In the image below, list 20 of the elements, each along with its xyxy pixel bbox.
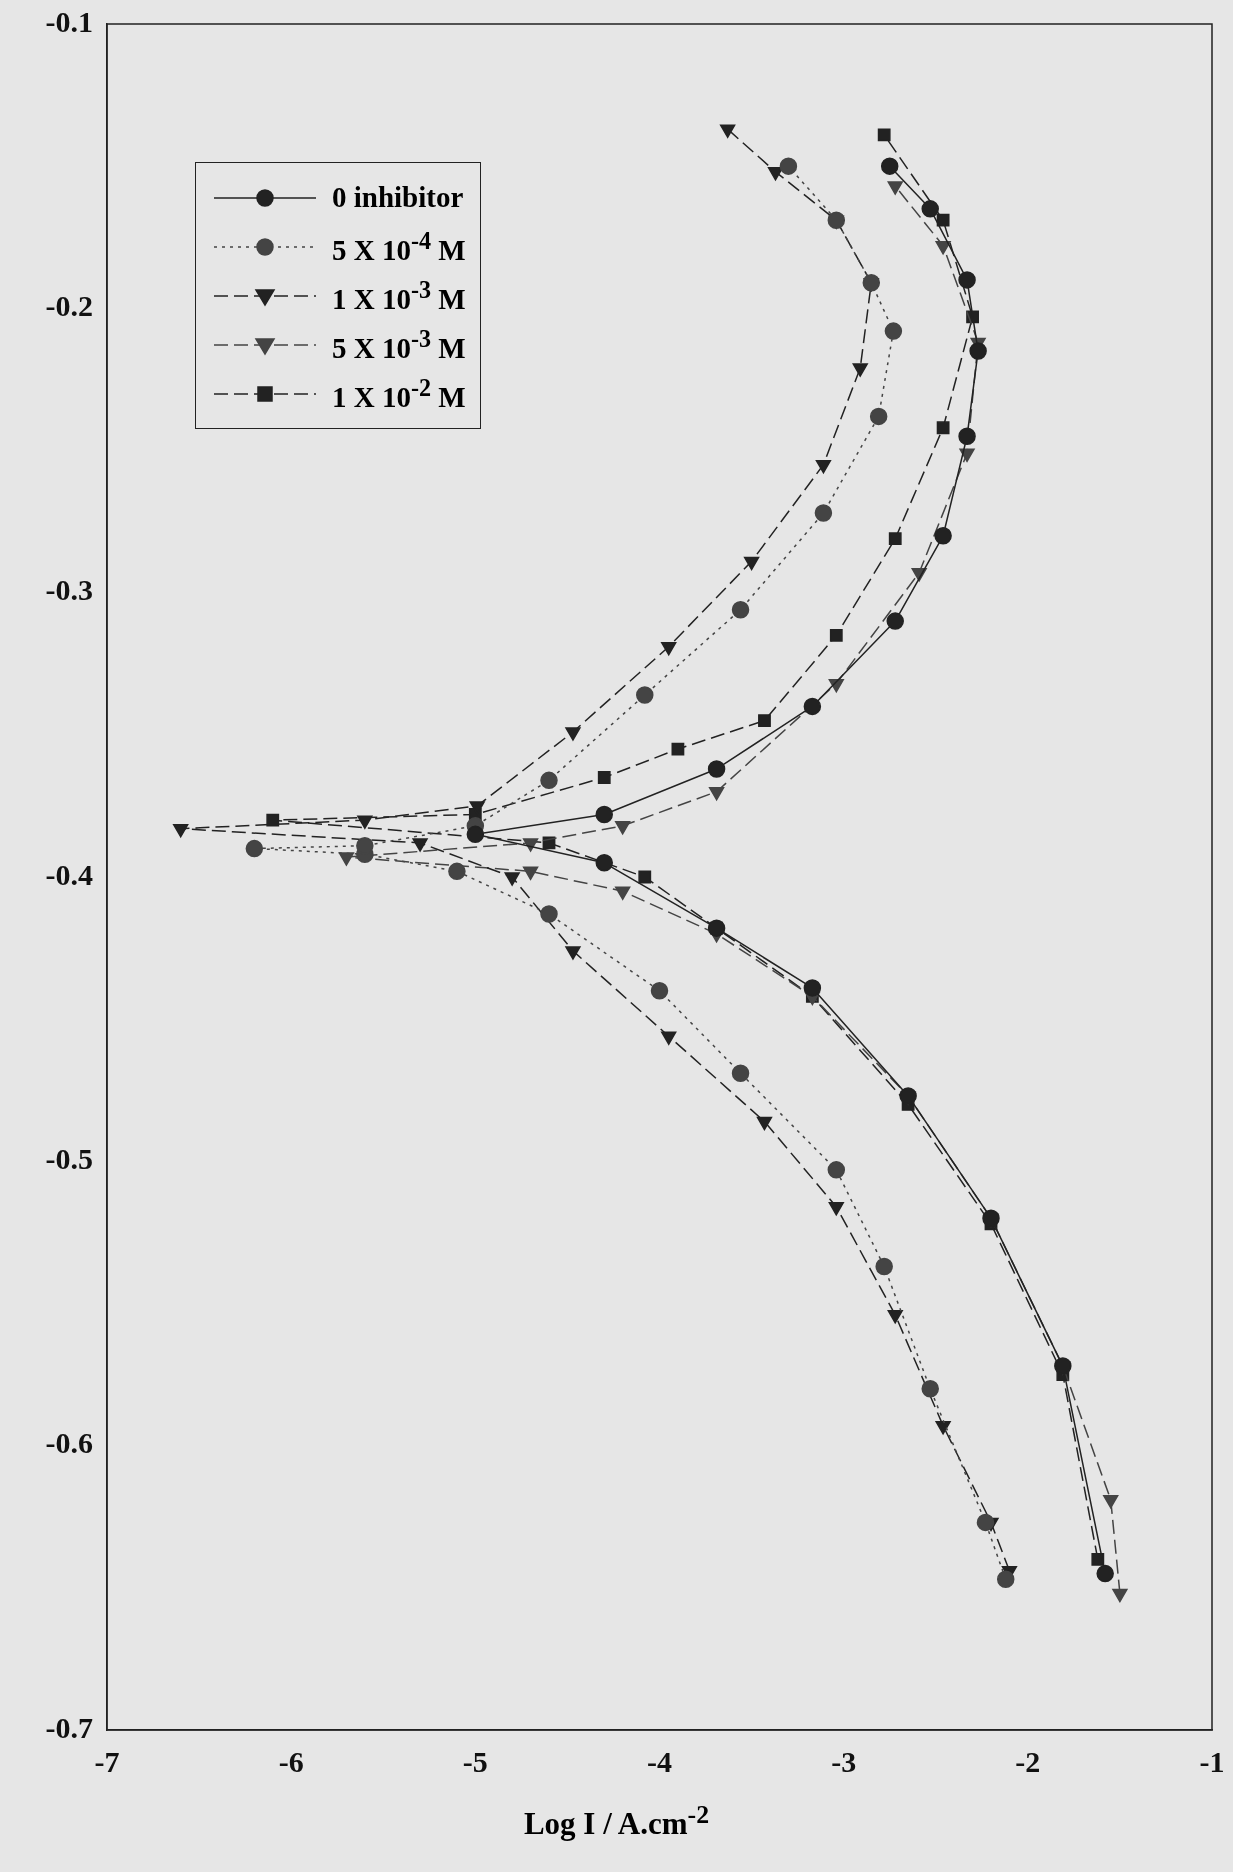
legend-label: 1 X 10$^{-2}$ M <box>332 373 466 414</box>
x-tick-label: -2 <box>1015 1744 1041 1778</box>
x-axis-title: Log I / A.cm$^{-2}$ <box>522 1800 711 1843</box>
legend-label: 0 inhibitor <box>332 181 464 214</box>
legend-label: 5 X 10$^{-3}$ M <box>332 324 466 365</box>
x-tick-label: -5 <box>462 1744 488 1778</box>
y-tick-label: -0.2 <box>45 289 93 323</box>
x-tick-label: -3 <box>831 1744 857 1778</box>
y-tick-label: -0.7 <box>45 1710 93 1744</box>
x-tick-label: -7 <box>94 1744 120 1778</box>
legend-label: 1 X 10$^{-3}$ M <box>332 275 466 316</box>
legend-label: 5 X 10$^{-4}$ M <box>332 226 466 267</box>
x-tick-label: -4 <box>647 1744 672 1778</box>
y-tick-label: -0.1 <box>45 4 93 38</box>
y-tick-label: -0.4 <box>45 857 93 891</box>
x-tick-label: -6 <box>278 1744 304 1778</box>
x-tick-label: -1 <box>1199 1744 1225 1778</box>
y-tick-label: -0.5 <box>45 1142 93 1176</box>
y-tick-label: -0.3 <box>45 573 93 607</box>
y-tick-label: -0.6 <box>45 1426 93 1460</box>
